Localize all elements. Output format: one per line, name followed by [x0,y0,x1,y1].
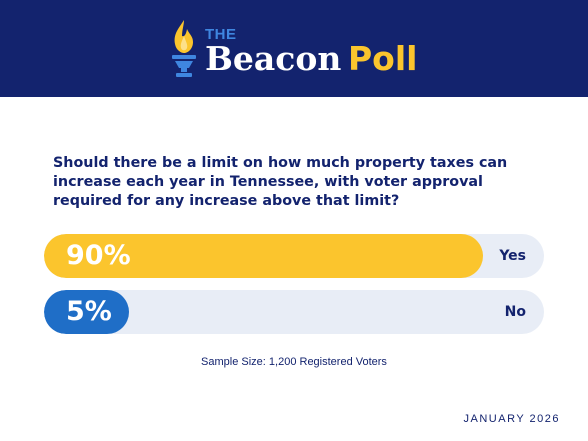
result-no-percent: 5% [66,296,112,327]
beacon-poll-logo: THE Beacon Poll [167,18,427,80]
result-bar-no-fill [44,290,129,334]
logo-beacon-text: Beacon [205,39,342,78]
result-bar-yes: 90% Yes [44,234,544,278]
sample-size-note: Sample Size: 1,200 Registered Voters [201,356,387,368]
result-bar-yes-fill [44,234,483,278]
logo-the-text: THE [205,26,237,43]
result-bar-no: 5% No [44,290,544,334]
result-yes-percent: 90% [66,240,131,271]
torch-icon [172,20,196,77]
logo-poll-text: Poll [348,39,418,78]
poll-question: Should there be a limit on how much prop… [53,155,508,209]
header-banner: THE Beacon Poll [0,0,588,97]
poll-date: JANUARY 2026 [463,413,560,425]
result-no-label: No [504,304,526,320]
result-yes-label: Yes [499,248,526,264]
